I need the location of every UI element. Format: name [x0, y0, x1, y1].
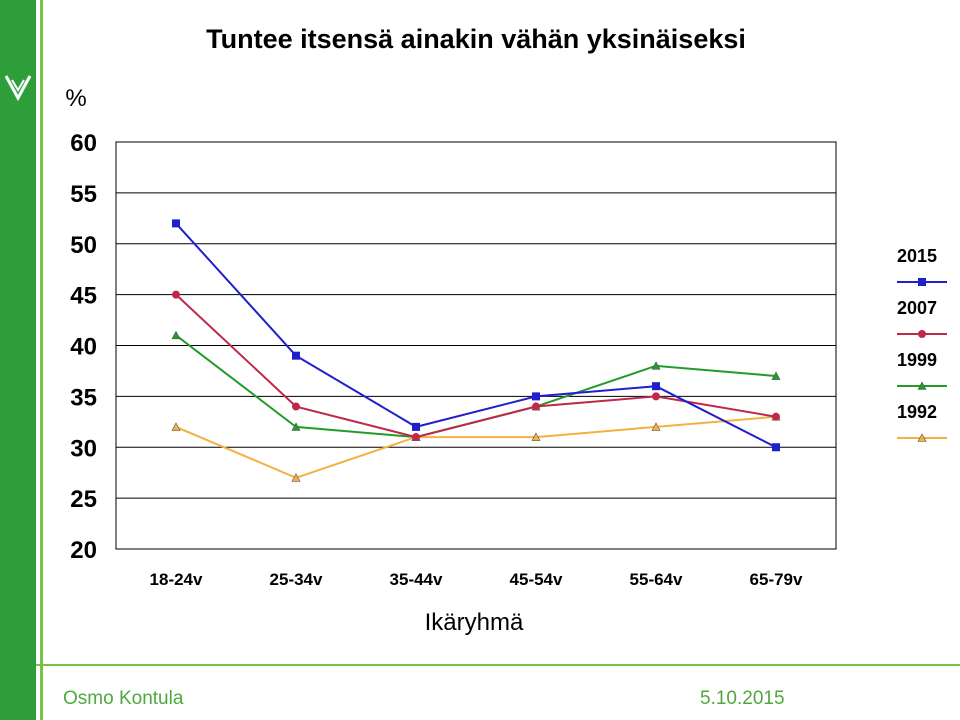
y-tick-label: 35 — [70, 384, 97, 411]
y-tick-label: 25 — [70, 486, 97, 513]
legend: 2015 2007 1999 1992 — [897, 246, 947, 442]
data-point-2007 — [172, 290, 180, 299]
legend-label: 2007 — [897, 298, 937, 318]
footer-divider — [36, 664, 960, 666]
brand-sidebar — [0, 0, 36, 720]
data-point-2007 — [652, 392, 660, 401]
y-tick-label: 20 — [70, 537, 97, 564]
footer-author: Osmo Kontula — [63, 688, 184, 709]
data-point-1999 — [171, 330, 181, 340]
data-point-2015 — [292, 351, 300, 360]
legend-swatch-marker — [918, 330, 926, 338]
legend-swatch-marker — [917, 433, 927, 442]
legend-label: 1999 — [897, 350, 937, 370]
y-tick-label: 50 — [70, 232, 97, 259]
x-tick-label: 65-79v — [750, 570, 803, 589]
x-axis-label: Ikäryhmä — [425, 609, 524, 636]
data-point-2007 — [292, 402, 300, 411]
logo-icon — [4, 75, 32, 102]
data-point-2015 — [172, 219, 180, 228]
y-tick-label: 45 — [70, 283, 97, 310]
data-point-1999 — [651, 361, 661, 370]
y-tick-label: 55 — [70, 181, 97, 208]
data-point-2015 — [532, 392, 540, 401]
data-point-2007 — [532, 402, 540, 411]
y-tick-label: 60 — [70, 130, 97, 157]
data-point-2007 — [412, 433, 420, 442]
series-line-2007 — [175, 293, 777, 439]
chart-title: Tuntee itsensä ainakin vähän yksinäiseks… — [206, 24, 746, 54]
legend-label: 1992 — [897, 402, 937, 422]
y-tick-label: 40 — [70, 334, 97, 361]
y-axis-label: % — [65, 85, 86, 112]
data-point-1992 — [531, 432, 541, 441]
data-point-2007 — [772, 412, 780, 421]
y-tick-label: 30 — [70, 435, 97, 462]
series-line-2015 — [175, 222, 777, 449]
data-point-1992 — [171, 422, 181, 431]
plot-area: 20 25 30 35 40 45 50 55 60 18-24v 25-34v 35-44v 45-5… — [70, 130, 837, 589]
data-point-2015 — [652, 382, 660, 391]
footer-date: 5.10.2015 — [700, 688, 785, 709]
data-point-2015 — [772, 443, 780, 452]
data-point-1999 — [291, 422, 301, 431]
legend-label: 2015 — [897, 246, 937, 266]
x-tick-label: 35-44v — [390, 570, 443, 589]
legend-swatch-marker — [918, 278, 926, 286]
vertical-divider — [40, 0, 43, 720]
series-line-1992 — [175, 415, 777, 479]
x-tick-label: 18-24v — [150, 570, 203, 589]
data-point-1999 — [771, 371, 781, 380]
x-tick-label: 45-54v — [510, 570, 563, 589]
data-point-1992 — [291, 473, 301, 482]
legend-swatch-marker — [917, 381, 927, 390]
x-tick-label: 25-34v — [270, 570, 323, 589]
x-tick-label: 55-64v — [630, 570, 683, 589]
data-point-2015 — [412, 422, 420, 431]
data-point-1992 — [651, 422, 661, 431]
